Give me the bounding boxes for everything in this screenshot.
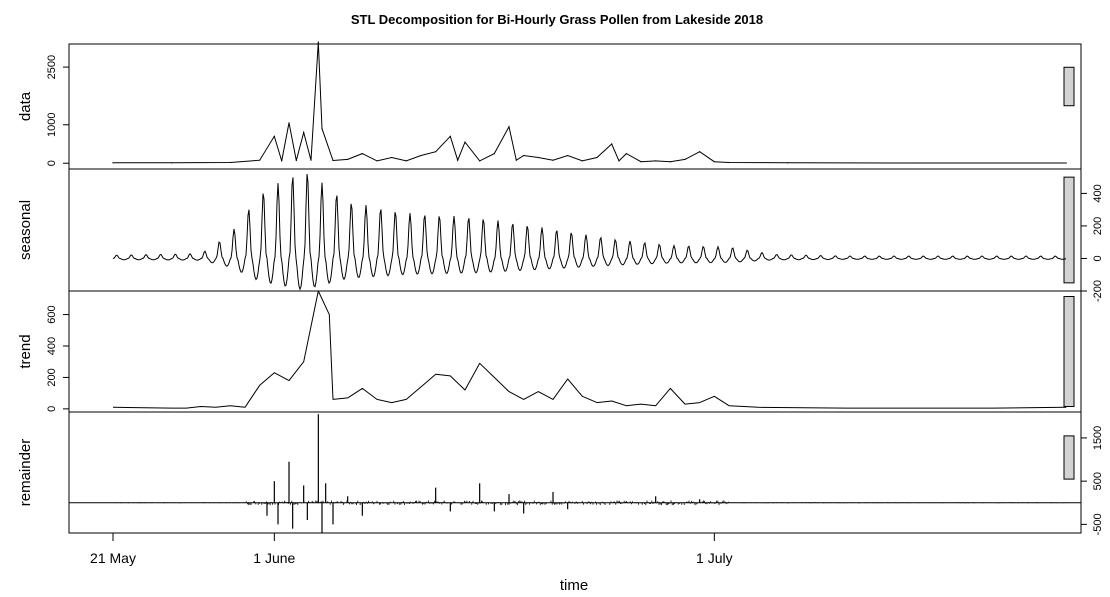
data-point	[508, 126, 510, 128]
data-point	[523, 154, 525, 157]
series-line-trend	[112, 290, 1067, 409]
data-point	[376, 160, 378, 162]
data-point	[303, 131, 305, 134]
data-point	[581, 160, 583, 162]
data-point	[361, 153, 363, 155]
data-point	[281, 160, 283, 162]
y-tick-label-remainder: -500	[1092, 513, 1104, 535]
y-axis-label-data: data	[17, 91, 34, 121]
panel-seasonal: -200 0 200 400 seasonal	[17, 168, 1104, 302]
y-tick-label-trend: 400	[46, 337, 58, 355]
data-point	[515, 159, 517, 161]
panel-remainder: -500 500 1500 remainder	[17, 411, 1104, 535]
data-point	[112, 162, 114, 164]
series-line-data	[113, 42, 1067, 164]
data-point	[1065, 162, 1067, 164]
data-point	[699, 151, 701, 153]
y-tick-label-seasonal: -200	[1092, 280, 1104, 302]
data-point	[567, 154, 569, 157]
y-tick-label-remainder: 1500	[1092, 426, 1104, 450]
data-point	[259, 159, 261, 161]
data-point	[640, 161, 642, 163]
data-point	[684, 158, 686, 160]
data-point	[229, 161, 231, 164]
y-tick-label-data: 1000	[46, 113, 58, 137]
data-point	[625, 153, 627, 155]
data-point	[537, 156, 539, 159]
data-point	[552, 159, 554, 161]
y-tick-label-data: 0	[46, 160, 58, 166]
data-point	[669, 161, 671, 163]
x-axis: 21 May 1 June 1 July	[90, 532, 733, 566]
data-point	[288, 122, 290, 124]
chart-title: STL Decomposition for Bi-Hourly Grass Po…	[351, 12, 763, 27]
x-tick-label: 21 May	[90, 550, 136, 566]
scale-bar-seasonal	[1063, 176, 1075, 284]
y-tick-label-data: 2500	[46, 55, 58, 79]
data-point	[457, 159, 459, 161]
panel-data: 0 1000 2500 data	[17, 41, 1082, 170]
data-point	[493, 153, 495, 155]
chart-panels: 0 1000 2500 data -200 0 200 400 seasonal 0 200 400 6…	[17, 41, 1104, 535]
x-axis-label: time	[560, 577, 588, 594]
data-point	[919, 162, 921, 164]
data-point	[713, 161, 715, 163]
data-point	[435, 151, 437, 153]
y-tick-label-trend: 200	[46, 368, 58, 386]
data-point	[449, 135, 451, 137]
panel-frame-remainder	[68, 411, 1082, 534]
panel-trend: 0 200 400 600 trend	[17, 290, 1082, 413]
y-axis-label-seasonal: seasonal	[17, 200, 34, 260]
data-point	[332, 159, 334, 162]
panel-frame-seasonal	[68, 168, 1082, 292]
data-point	[655, 160, 657, 162]
data-point	[405, 160, 407, 162]
data-point	[321, 128, 323, 130]
panel-frame-trend	[68, 290, 1082, 413]
data-point	[295, 159, 297, 162]
panel-frame-data	[68, 43, 1082, 170]
data-point	[611, 143, 613, 145]
scale-bar-remainder	[1063, 435, 1075, 480]
x-tick-label: 1 June	[253, 550, 295, 566]
scale-bar-data	[1063, 66, 1075, 107]
data-point	[728, 161, 730, 164]
y-tick-label-seasonal: 200	[1092, 217, 1104, 235]
data-point	[391, 156, 393, 159]
x-tick-label: 1 July	[696, 550, 733, 566]
y-axis-label-remainder: remainder	[17, 439, 34, 507]
data-point	[171, 162, 173, 164]
data-point	[787, 162, 789, 164]
y-tick-label-trend: 0	[46, 406, 58, 412]
series-line-seasonal	[112, 174, 1067, 291]
data-point	[273, 135, 275, 137]
y-tick-label-seasonal: 0	[1092, 255, 1104, 261]
data-point	[317, 41, 319, 43]
data-point	[618, 160, 620, 162]
data-point	[464, 141, 466, 143]
data-point	[347, 158, 349, 160]
y-axis-label-trend: trend	[17, 334, 34, 368]
data-point	[310, 159, 312, 161]
scale-bar-trend	[1063, 296, 1075, 407]
y-tick-label-remainder: 500	[1092, 472, 1104, 490]
data-point	[596, 156, 598, 159]
y-tick-label-seasonal: 400	[1092, 184, 1104, 202]
remainder-noise	[113, 500, 1067, 506]
data-point	[420, 154, 422, 157]
y-tick-label-trend: 600	[46, 305, 58, 323]
data-point	[479, 160, 481, 162]
